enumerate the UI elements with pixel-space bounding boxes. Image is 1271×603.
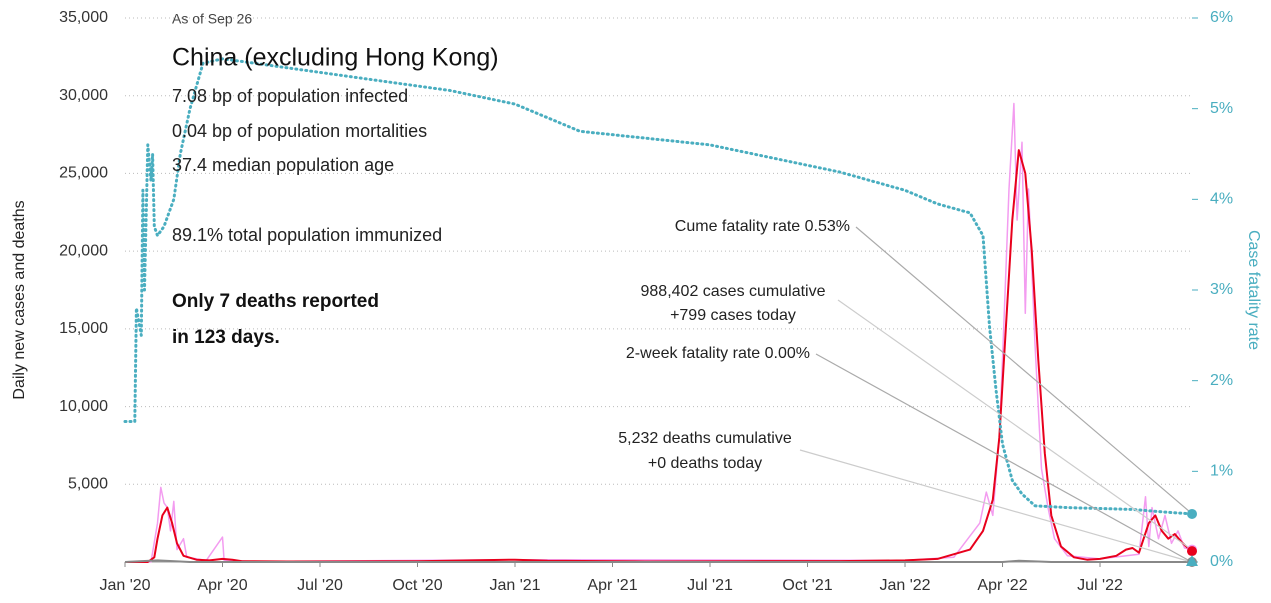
note: in 123 days. (172, 327, 280, 348)
series-line (123, 57, 1194, 516)
end-marker (1187, 546, 1197, 557)
stat: 7.08 bp of population infected (172, 86, 408, 106)
y-tick-label: 10,000 (59, 398, 108, 415)
callout: 988,402 cases cumulative (641, 283, 826, 300)
series-line (125, 102, 1193, 563)
y-axis-label: Daily new cases and deaths (11, 200, 28, 399)
as-of: As of Sep 26 (172, 11, 252, 27)
x-tick-label: Jul '21 (687, 577, 733, 594)
series-line (124, 559, 1192, 563)
x-tick-label: Oct '20 (392, 577, 442, 594)
y-tick-label: 30,000 (59, 87, 108, 104)
x-tick-label: Apr '21 (587, 577, 637, 594)
y2-tick-label: 5% (1210, 100, 1233, 117)
x-tick-label: Oct '21 (782, 577, 832, 594)
y2-tick-label: 0% (1210, 553, 1233, 570)
callout: +799 cases today (670, 307, 796, 324)
leader-line (855, 226, 1191, 513)
y-tick-label: 20,000 (59, 242, 108, 259)
leader-line (815, 353, 1189, 561)
y2-tick-label: 6% (1210, 9, 1233, 26)
stat: 89.1% total population immunized (172, 225, 442, 245)
leader-lines (799, 226, 1191, 562)
y-tick-label: 5,000 (68, 476, 108, 493)
x-tick-label: Apr '22 (977, 577, 1027, 594)
y2-tick-label: 3% (1210, 281, 1233, 298)
x-tick-label: Jan '20 (99, 577, 150, 594)
x-tick-label: Jul '22 (1077, 577, 1123, 594)
chart-title: China (excluding Hong Kong) (172, 44, 499, 72)
end-triangle (1186, 555, 1198, 566)
callout: 2-week fatality rate 0.00% (626, 345, 810, 362)
x-tick-label: Jul '20 (297, 577, 343, 594)
y2-axis-label: Case fatality rate (1245, 230, 1262, 350)
y-tick-label: 25,000 (59, 165, 108, 182)
leader-line (799, 449, 1189, 562)
x-tick-label: Apr '20 (197, 577, 247, 594)
axes (123, 17, 1198, 567)
callout: 5,232 deaths cumulative (618, 430, 792, 447)
leader-line (837, 299, 1189, 548)
y2-tick-label: 1% (1210, 463, 1233, 480)
stat: 37.4 median population age (172, 155, 394, 175)
end-marker (1187, 508, 1197, 519)
series-line (125, 149, 1193, 563)
callout: +0 deaths today (648, 455, 762, 472)
y2-tick-label: 4% (1210, 191, 1233, 208)
y-tick-label: 35,000 (59, 9, 108, 26)
x-tick-label: Jan '21 (489, 577, 540, 594)
x-tick-label: Jan '22 (879, 577, 930, 594)
y-tick-label: 15,000 (59, 320, 108, 337)
callout: Cume fatality rate 0.53% (675, 218, 850, 235)
y2-tick-label: 2% (1210, 372, 1233, 389)
stat: 0.04 bp of population mortalities (172, 121, 427, 141)
note: Only 7 deaths reported (172, 291, 379, 312)
